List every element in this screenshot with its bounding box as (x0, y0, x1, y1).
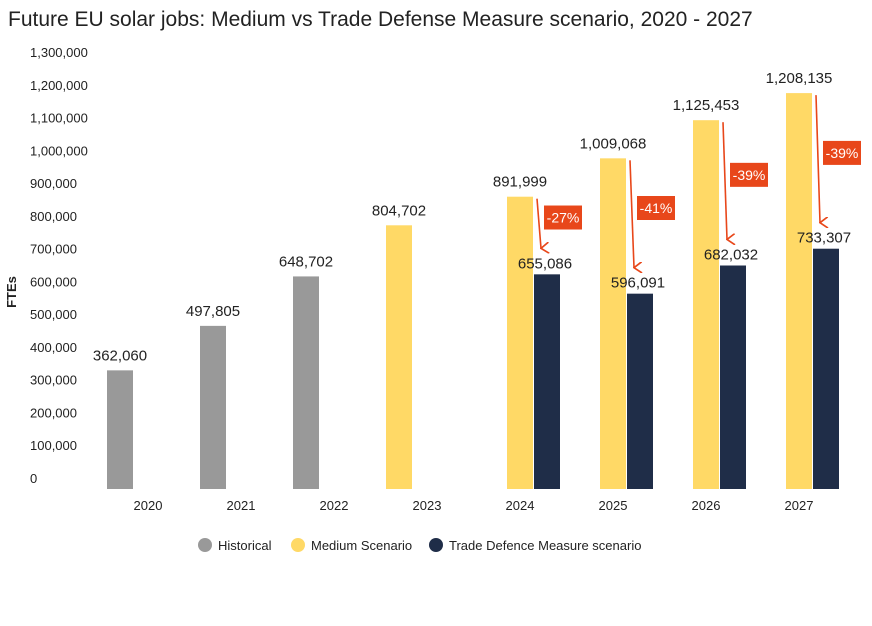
x-tick-label: 2025 (599, 498, 628, 513)
legend-label: Medium Scenario (311, 538, 412, 553)
x-tick-label: 2020 (134, 498, 163, 513)
bar-historical-2021 (200, 325, 226, 489)
data-label: 891,999 (493, 174, 547, 191)
reduction-badge (730, 162, 768, 187)
y-axis-label: FTEs (4, 276, 19, 308)
reduction-badge (637, 196, 675, 221)
y-tick-label: 1,200,000 (30, 78, 88, 93)
y-tick-label: 300,000 (30, 373, 77, 388)
chart-title: Future EU solar jobs: Medium vs Trade De… (8, 8, 753, 31)
y-tick-label: 1,000,000 (30, 143, 88, 158)
bar-tdm-2025 (627, 293, 653, 489)
reduction-badge-text: -41% (640, 200, 673, 216)
data-label: 362,060 (93, 347, 147, 364)
y-tick-label: 600,000 (30, 274, 77, 289)
bar-historical-2020 (107, 370, 133, 489)
bar-medium-2026 (693, 120, 719, 490)
x-tick-label: 2024 (506, 498, 535, 513)
reduction-badge (544, 205, 582, 230)
reduction-arrow (536, 198, 541, 249)
y-tick-label: 200,000 (30, 405, 77, 420)
x-tick-label: 2021 (227, 498, 256, 513)
bar-medium-2025 (600, 158, 626, 489)
bar-tdm-2024 (534, 274, 560, 489)
reduction-arrow (722, 122, 727, 239)
y-tick-label: 500,000 (30, 307, 77, 322)
bar-historical-2022 (293, 276, 319, 489)
y-tick-label: 800,000 (30, 209, 77, 224)
legend-label: Trade Defence Measure scenario (449, 538, 641, 553)
data-label: 497,805 (186, 303, 240, 320)
data-label: 682,032 (704, 247, 758, 264)
x-tick-label: 2027 (785, 498, 814, 513)
legend-marker-2 (429, 538, 443, 552)
reduction-badge (823, 140, 861, 165)
x-tick-label: 2023 (413, 498, 442, 513)
x-tick-label: 2022 (320, 498, 349, 513)
data-label: 596,091 (611, 275, 665, 292)
y-tick-label: 1,100,000 (30, 111, 88, 126)
legend-label: Historical (218, 538, 272, 553)
bar-medium-2027 (786, 93, 812, 489)
bar-medium-2023 (386, 225, 412, 489)
y-tick-label: 700,000 (30, 242, 77, 257)
reduction-badge-text: -27% (547, 210, 580, 226)
data-label: 733,307 (797, 230, 851, 247)
y-tick-label: 100,000 (30, 438, 77, 453)
data-label: 1,009,068 (580, 135, 647, 152)
reduction-arrow (815, 95, 820, 223)
legend-marker-1 (291, 538, 305, 552)
data-label: 655,086 (518, 255, 572, 272)
reduction-badge-text: -39% (826, 145, 859, 161)
x-tick-label: 2026 (692, 498, 721, 513)
y-tick-label: 0 (30, 471, 37, 486)
bar-medium-2024 (507, 196, 533, 489)
reduction-arrow (629, 160, 634, 267)
legend-marker-0 (198, 538, 212, 552)
data-label: 804,702 (372, 202, 426, 219)
data-label: 1,208,135 (766, 70, 833, 87)
y-tick-label: 900,000 (30, 176, 77, 191)
bar-tdm-2026 (720, 265, 746, 489)
y-tick-label: 1,300,000 (30, 45, 88, 60)
bar-tdm-2027 (813, 248, 839, 489)
data-label: 648,702 (279, 253, 333, 270)
y-tick-label: 400,000 (30, 340, 77, 355)
reduction-badge-text: -39% (733, 167, 766, 183)
data-label: 1,125,453 (673, 97, 740, 114)
